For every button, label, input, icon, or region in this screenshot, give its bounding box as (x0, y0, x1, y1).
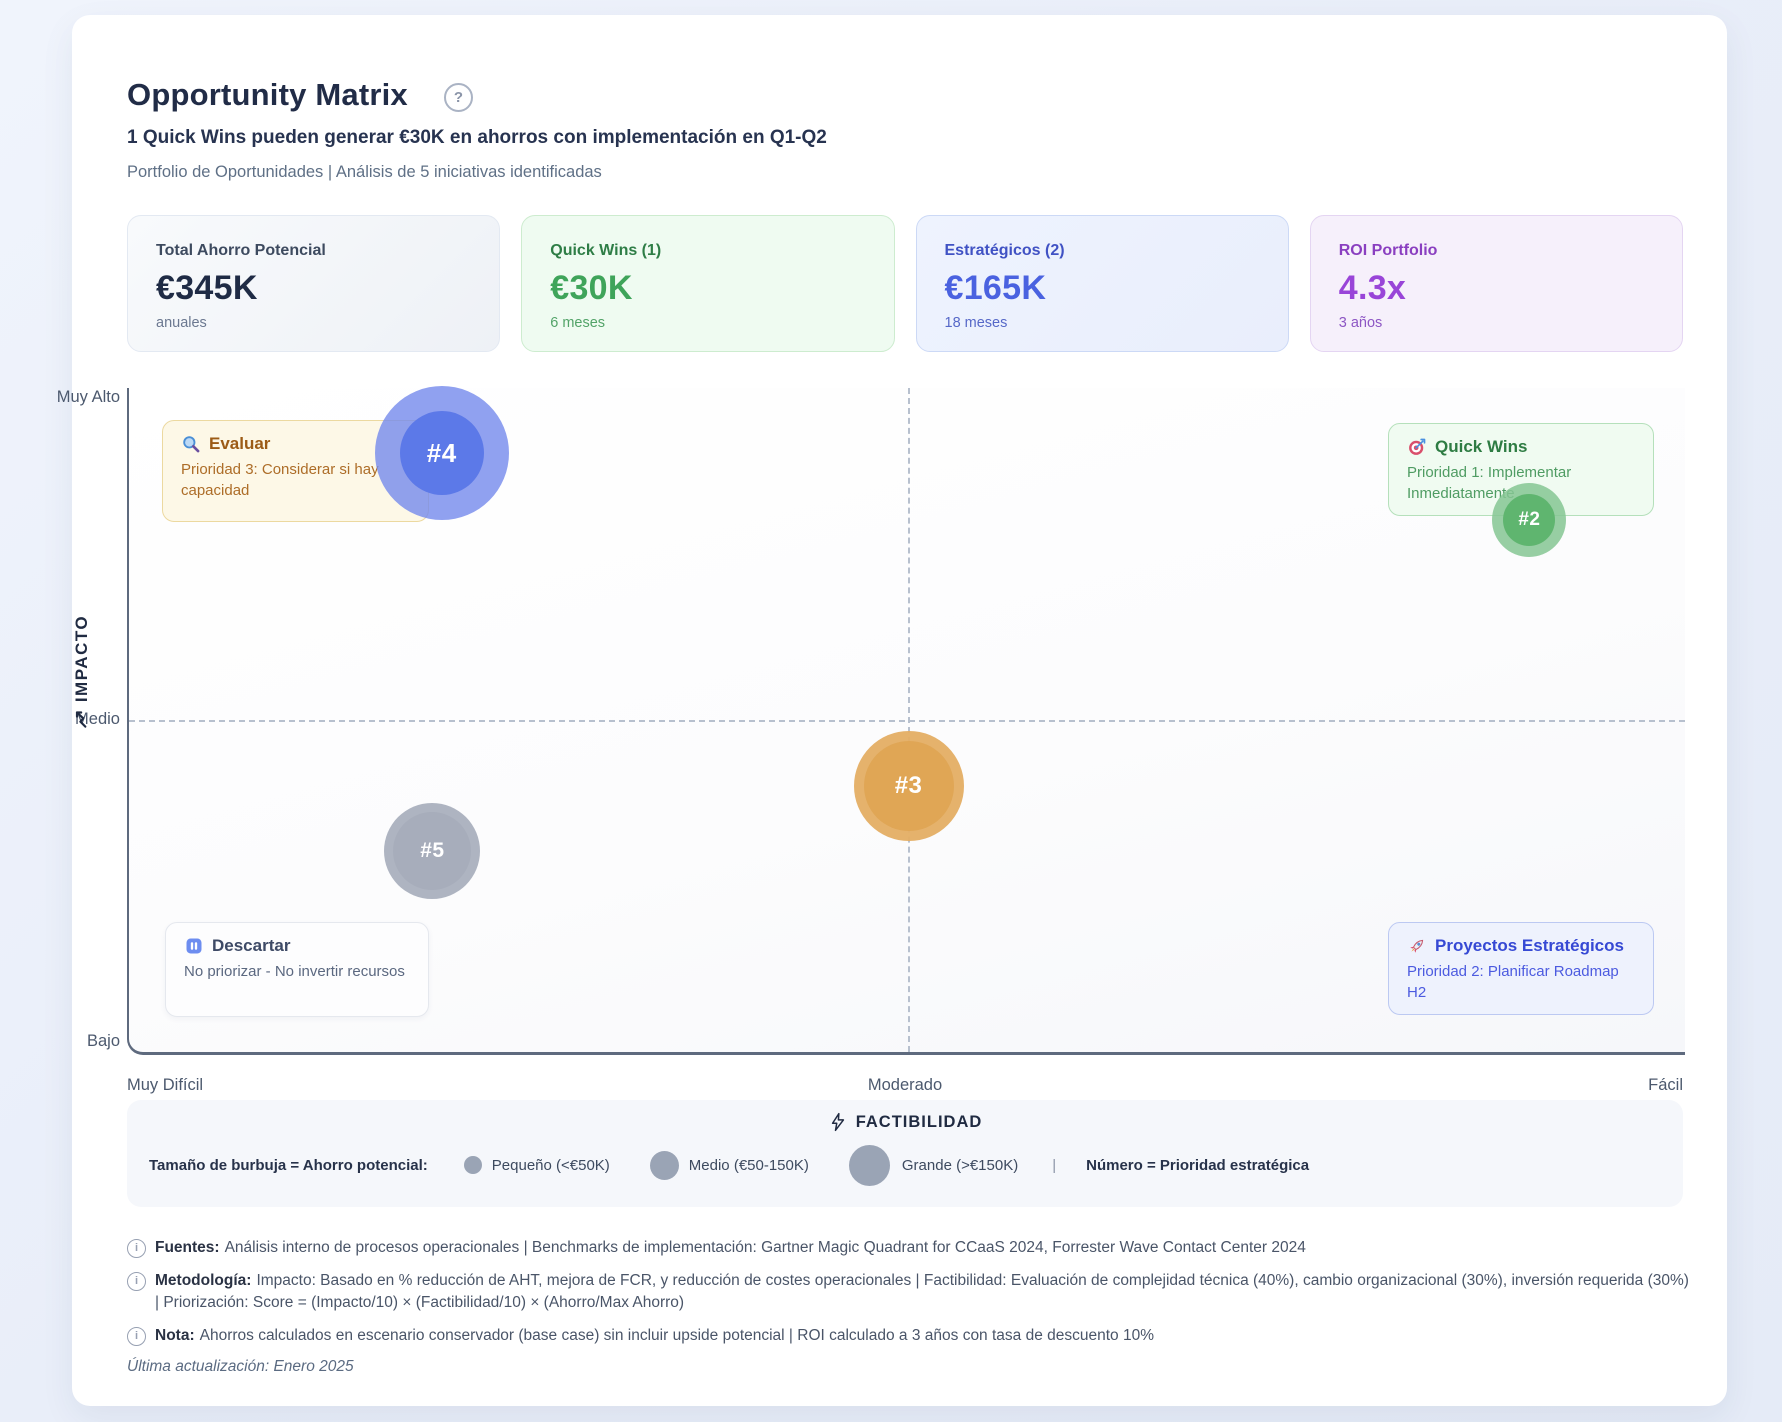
kpi-value: €165K (944, 269, 1047, 307)
legend-size-large-label: Grande (>€150K) (901, 1156, 1019, 1174)
info-icon: i (127, 1327, 146, 1346)
kpi-value: €345K (156, 269, 258, 307)
bubble-size-medium-icon (649, 1150, 679, 1180)
y-tick-bajo: Bajo (86, 1032, 120, 1050)
bubble-size-small-icon (463, 1156, 482, 1174)
kpi-roi-portfolio[interactable]: ROI Portfolio 4.3x 3 años (1309, 215, 1683, 352)
target-icon (1409, 438, 1426, 455)
trending-up-icon (75, 711, 87, 728)
kpi-total-ahorro[interactable]: Total Ahorro Potencial €345K anuales (127, 215, 501, 352)
magnifier-icon (183, 436, 200, 453)
x-axis-title: FACTIBILIDAD (149, 1112, 1661, 1132)
kpi-sub: 6 meses (550, 315, 606, 331)
quadrant-title: Proyectos Estratégicos (1435, 936, 1624, 955)
kpi-sub: 18 meses (944, 315, 1008, 331)
rocket-icon (1410, 939, 1424, 953)
x-tick-muy-dificil: Muy Difícil (127, 1076, 204, 1094)
footnote-metodologia: i Metodología: Impacto: Basado en % reduc… (127, 1270, 1692, 1314)
kpi-estrategicos[interactable]: Estratégicos (2) €165K 18 meses (915, 215, 1289, 352)
kpi-label: Quick Wins (1) (550, 242, 662, 259)
y-axis-title-label: IMPACTO (72, 614, 91, 703)
kpi-value: 4.3x (1338, 269, 1407, 307)
kpi-label: Total Ahorro Potencial (156, 242, 326, 259)
bubble-size-legend: Tamaño de burbuja = Ahorro potencial: Pe… (149, 1141, 1661, 1189)
opportunity-matrix-card: Opportunity Matrix ? 1 Quick Wins pueden… (57, 15, 1727, 1406)
footnote-text: Análisis interno de procesos operacional… (224, 1239, 1306, 1256)
info-icon: i (127, 1272, 146, 1291)
bubble-3[interactable]: #3 (853, 730, 964, 841)
kpi-sub: 3 años (1338, 315, 1383, 331)
quadrant-desc: Prioridad 1: Implementar Inmediatamente (1407, 464, 1572, 503)
kpi-cards: Total Ahorro Potencial €345K anuales Qui… (127, 215, 1683, 352)
bubble-2[interactable]: #2 (1492, 483, 1567, 558)
kpi-quick-wins[interactable]: Quick Wins (1) €30K 6 meses (521, 215, 895, 352)
legend-separator: | (1052, 1156, 1057, 1174)
help-icon[interactable]: ? (444, 83, 473, 112)
footnote-label: Metodología: (155, 1272, 252, 1289)
last-updated: Última actualización: Enero 2025 (127, 1358, 354, 1375)
y-tick-medio: Medio (75, 710, 120, 728)
kpi-label: Estratégicos (2) (944, 242, 1065, 259)
quadrant-descartar: Descartar No priorizar - No invertir rec… (165, 922, 429, 1017)
x-axis-title-label: FACTIBILIDAD (855, 1112, 983, 1131)
kpi-value: €30K (550, 269, 633, 307)
legend-size-small-label: Pequeño (<€50K) (491, 1156, 610, 1174)
legend-number-note: Número = Prioridad estratégica (1086, 1156, 1310, 1174)
kpi-label: ROI Portfolio (1338, 242, 1438, 259)
y-axis-title: IMPACTO (72, 615, 92, 729)
quadrant-chart: Evaluar Prioridad 3: Considerar si hay c… (127, 386, 1685, 1055)
quadrant-desc: Prioridad 2: Planificar Roadmap H2 (1407, 963, 1619, 1002)
footnote-label: Nota: (155, 1327, 195, 1344)
bubble-size-large-icon (848, 1144, 890, 1186)
legend-size-title: Tamaño de burbuja = Ahorro potencial: (149, 1156, 428, 1174)
bubble-label: #4 (426, 437, 457, 468)
footnote-fuentes: i Fuentes: Análisis interno de procesos o… (127, 1237, 1692, 1259)
x-tick-facil: Fácil (1648, 1076, 1683, 1094)
quadrant-desc: No priorizar - No invertir recursos (184, 963, 405, 980)
y-tick-muy-alto: Muy Alto (56, 388, 120, 406)
x-tick-moderado: Moderado (867, 1076, 943, 1094)
quadrant-title: Quick Wins (1435, 437, 1528, 456)
legend-size-medium-label: Medio (€50-150K) (688, 1156, 809, 1174)
footnotes: i Fuentes: Análisis interno de procesos o… (127, 1237, 1692, 1376)
quadrant-title: Descartar (212, 936, 291, 955)
bubble-label: #5 (420, 838, 445, 862)
info-icon: i (127, 1239, 146, 1258)
bubble-label: #3 (894, 771, 923, 799)
footnote-label: Fuentes: (155, 1239, 220, 1256)
footnote-text: Ahorros calculados en escenario conserva… (199, 1327, 1154, 1344)
legend-box: FACTIBILIDAD Tamaño de burbuja = Ahorro … (127, 1100, 1683, 1207)
bubble-label: #2 (1518, 509, 1541, 531)
pause-icon (186, 938, 202, 954)
lightning-icon (831, 1112, 844, 1132)
kpi-sub: anuales (156, 315, 207, 331)
bubble-4[interactable]: #4 (374, 386, 509, 521)
headline-insight: 1 Quick Wins pueden generar €30K en ahor… (127, 127, 827, 148)
horizontal-midline (129, 720, 1685, 722)
portfolio-meta: Portfolio de Oportunidades | Análisis de… (127, 163, 602, 181)
bubble-5[interactable]: #5 (384, 802, 481, 899)
quadrant-proyectos-estrategicos: Proyectos Estratégicos Prioridad 2: Plan… (1388, 922, 1654, 1015)
footnote-text: Impacto: Basado en % reducción de AHT, m… (155, 1272, 1689, 1311)
page-title: Opportunity Matrix (127, 77, 408, 112)
quadrant-desc: Prioridad 3: Considerar si hay capacidad (181, 461, 379, 500)
footnote-nota: i Nota: Ahorros calculados en escenario c… (127, 1325, 1692, 1347)
quadrant-title: Evaluar (209, 434, 271, 453)
